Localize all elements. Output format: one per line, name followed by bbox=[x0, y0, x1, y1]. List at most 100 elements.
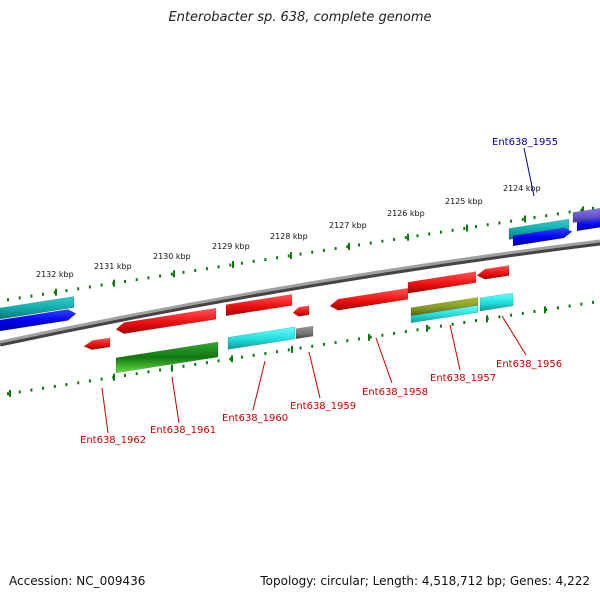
gene-label-leader bbox=[449, 324, 461, 371]
kbp-label: 2131 kbp bbox=[94, 262, 132, 271]
minor-tick bbox=[18, 390, 21, 394]
gene-arrow-cyan bbox=[0, 296, 75, 320]
major-tick bbox=[173, 270, 175, 278]
accession-label: Accession: NC_009436 bbox=[9, 574, 146, 588]
minor-tick bbox=[439, 230, 442, 234]
major-tick bbox=[466, 224, 468, 232]
minor-tick bbox=[30, 294, 33, 298]
minor-tick bbox=[53, 290, 56, 294]
minor-tick bbox=[498, 221, 501, 225]
minor-tick bbox=[65, 289, 68, 293]
minor-tick bbox=[486, 223, 489, 227]
minor-tick bbox=[311, 250, 314, 254]
gene-label-leader bbox=[101, 387, 109, 434]
major-tick bbox=[426, 324, 428, 332]
map-title: Enterobacter sp. 638, complete genome bbox=[168, 10, 432, 25]
minor-tick bbox=[346, 245, 349, 249]
minor-tick bbox=[369, 241, 372, 245]
gene-arrow-purple bbox=[572, 207, 600, 223]
minor-tick bbox=[7, 392, 9, 396]
minor-tick bbox=[451, 228, 454, 232]
gene-arrow-red bbox=[115, 307, 217, 334]
minor-tick bbox=[475, 319, 477, 323]
gene-arrow-gray bbox=[295, 325, 314, 340]
gene-arrow-blue bbox=[0, 309, 77, 332]
gene-label-leader bbox=[252, 360, 266, 411]
minor-tick bbox=[475, 225, 477, 229]
gene-arrow-cyan bbox=[227, 326, 296, 350]
major-tick bbox=[582, 206, 584, 214]
major-tick bbox=[291, 345, 293, 353]
minor-tick bbox=[77, 287, 80, 291]
minor-tick bbox=[88, 285, 91, 289]
minor-tick bbox=[580, 208, 583, 212]
minor-tick bbox=[358, 337, 360, 341]
minor-tick bbox=[217, 359, 220, 363]
minor-tick bbox=[510, 313, 513, 317]
minor-tick bbox=[135, 372, 138, 376]
minor-tick bbox=[124, 373, 126, 377]
minor-tick bbox=[159, 368, 162, 372]
minor-tick bbox=[428, 232, 431, 236]
minor-tick bbox=[556, 212, 559, 216]
minor-tick bbox=[229, 357, 232, 361]
minor-tick bbox=[533, 215, 536, 219]
topology-label: Topology: circular; Length: 4,518,712 bp… bbox=[260, 574, 590, 588]
kbp-label: 2129 kbp bbox=[212, 242, 250, 251]
major-tick bbox=[407, 233, 409, 241]
minor-tick bbox=[463, 320, 466, 324]
minor-tick bbox=[322, 248, 325, 252]
minor-tick bbox=[287, 348, 290, 352]
gene-labels: Ent638_1955Ent638_1956Ent638_1957Ent638_… bbox=[80, 137, 562, 446]
minor-tick bbox=[416, 328, 419, 332]
minor-tick bbox=[556, 306, 559, 310]
minor-tick bbox=[346, 339, 349, 343]
minor-tick bbox=[404, 236, 407, 240]
gene-label: Ent638_1956 bbox=[496, 359, 562, 370]
minor-tick bbox=[7, 298, 9, 302]
minor-tick bbox=[311, 344, 314, 348]
major-tick bbox=[113, 279, 115, 287]
gene-arrow-red bbox=[476, 265, 510, 280]
minor-tick bbox=[463, 226, 466, 230]
minor-tick bbox=[65, 383, 68, 387]
minor-tick bbox=[439, 324, 442, 328]
minor-tick bbox=[194, 269, 197, 272]
minor-tick bbox=[592, 300, 594, 304]
minor-tick bbox=[334, 247, 337, 251]
minor-tick bbox=[135, 278, 138, 282]
gene-arrow-blue bbox=[512, 227, 573, 247]
kbp-label: 2132 kbp bbox=[36, 270, 74, 279]
minor-tick bbox=[381, 333, 384, 337]
minor-tick bbox=[358, 243, 360, 247]
minor-tick bbox=[416, 234, 419, 238]
gene-label: Ent638_1959 bbox=[290, 401, 356, 412]
backbone-line bbox=[0, 239, 600, 344]
minor-tick bbox=[88, 379, 91, 383]
gene-arrow-red bbox=[83, 337, 111, 350]
major-tick bbox=[544, 306, 546, 314]
minor-tick bbox=[404, 330, 407, 334]
kbp-label: 2124 kbp bbox=[503, 184, 541, 193]
gene-arrow-red bbox=[407, 271, 477, 294]
kbp-label: 2126 kbp bbox=[387, 209, 425, 218]
gene-features bbox=[0, 207, 600, 374]
gene-arrow-green bbox=[115, 341, 219, 374]
minor-tick bbox=[124, 279, 126, 283]
minor-tick bbox=[568, 304, 571, 308]
minor-tick bbox=[322, 342, 325, 346]
minor-tick bbox=[205, 361, 208, 365]
major-tick bbox=[171, 364, 173, 372]
gene-arrow-cyan bbox=[410, 305, 479, 324]
gene-label-leader bbox=[171, 376, 180, 424]
minor-tick bbox=[182, 364, 185, 368]
minor-tick bbox=[241, 355, 243, 359]
minor-tick bbox=[30, 388, 33, 392]
minor-tick bbox=[276, 256, 279, 260]
major-tick bbox=[348, 242, 350, 250]
minor-tick bbox=[241, 261, 243, 265]
minor-tick bbox=[393, 331, 396, 335]
upper-tick-ring bbox=[7, 206, 594, 302]
minor-tick bbox=[18, 296, 21, 300]
